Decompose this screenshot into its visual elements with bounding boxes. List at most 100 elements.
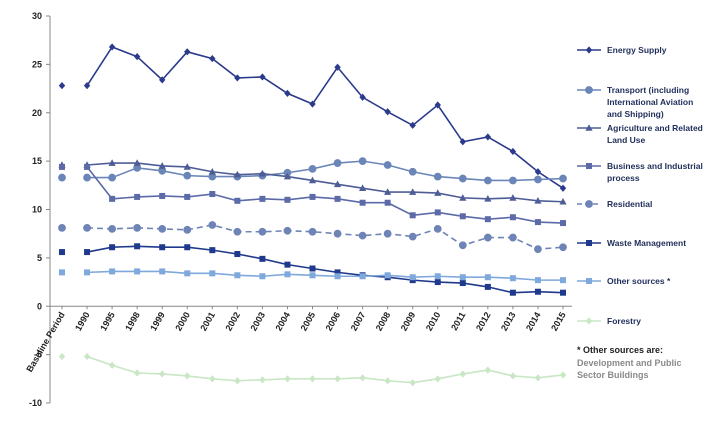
data-point-agriculture-and-related-land-use [283, 172, 292, 180]
data-point-residential [534, 245, 542, 254]
data-point-waste-management [84, 249, 91, 256]
legend-marker-transport-including-international-aviation-and-shipping [585, 86, 593, 94]
series-line-agriculture-and-related-land-use [86, 162, 564, 203]
x-tick-label: 1999 [148, 310, 167, 332]
data-point-business-and-industrial-process [84, 163, 91, 170]
series-line-other-sources [87, 270, 563, 281]
series-forestry [58, 352, 567, 387]
data-point-waste-management [459, 280, 466, 287]
data-point-energy-supply [359, 93, 366, 101]
series-waste-management [59, 243, 566, 296]
legend-label-transport-including-international-aviation-and-shipping: Transport (including International Aviat… [607, 85, 694, 119]
x-tick-label: 2013 [499, 310, 518, 332]
data-point-forestry [83, 352, 91, 361]
data-point-business-and-industrial-process [359, 199, 366, 206]
data-point-agriculture-and-related-land-use [233, 170, 241, 178]
data-point-waste-management [309, 265, 316, 272]
data-point-business-and-industrial-process [560, 220, 566, 227]
x-tick-label: 1995 [98, 310, 117, 332]
note-body: Development and Public Sector Buildings [577, 358, 682, 380]
data-point-agriculture-and-related-land-use [484, 195, 492, 202]
data-point-agriculture-and-related-land-use [384, 188, 392, 195]
x-tick-label: 2014 [524, 310, 543, 332]
data-point-forestry [334, 375, 341, 383]
data-point-business-and-industrial-process [534, 219, 541, 226]
data-point-forestry [434, 375, 441, 383]
data-point-business-and-industrial-process [334, 195, 341, 202]
x-tick-label: 2011 [449, 310, 467, 332]
data-point-other-sources [309, 272, 316, 279]
series-line-forestry [86, 355, 564, 384]
x-tick-label: 2008 [374, 310, 393, 332]
legend-label-energy-supply: Energy Supply [607, 45, 667, 55]
data-point-other-sources [560, 277, 566, 284]
data-point-other-sources [484, 274, 491, 281]
data-point-energy-supply [334, 63, 341, 71]
data-point-residential [58, 223, 66, 232]
data-point-agriculture-and-related-land-use [434, 189, 442, 196]
data-point-forestry [159, 370, 166, 378]
series-line-residential [87, 224, 564, 250]
data-point-business-and-industrial-process [434, 209, 441, 216]
data-point-residential [208, 221, 217, 229]
data-point-energy-supply [459, 138, 466, 146]
data-point-waste-management [184, 244, 191, 251]
y-tick-label: 5 [37, 253, 42, 263]
y-tick-label: 20 [32, 108, 42, 118]
x-tick-label: 1990 [73, 310, 92, 332]
legend-marker-waste-management [586, 240, 592, 246]
legend-label-waste-management: Waste Management [607, 238, 687, 248]
data-point-transport-including-international-aviation-and-shipping [483, 176, 492, 185]
data-point-transport-including-international-aviation-and-shipping [509, 176, 517, 185]
data-point-waste-management [534, 288, 541, 295]
series-transport-including-international-aviation-and-shipping [58, 157, 567, 185]
data-point-other-sources [209, 270, 216, 277]
data-point-transport-including-international-aviation-and-shipping [308, 164, 317, 173]
data-point-energy-supply [409, 121, 416, 129]
data-point-waste-management [159, 244, 166, 251]
data-point-residential [258, 227, 267, 236]
data-point-residential [108, 224, 116, 233]
series-line-transport-including-international-aviation-and-shipping [87, 160, 564, 182]
data-point-forestry [509, 372, 517, 380]
data-point-waste-management [434, 279, 441, 286]
data-point-energy-supply [159, 76, 166, 84]
data-point-residential [458, 241, 467, 250]
data-point-other-sources [359, 273, 366, 280]
data-point-transport-including-international-aviation-and-shipping [408, 167, 417, 176]
data-point-energy-supply [484, 133, 492, 141]
data-point-transport-including-international-aviation-and-shipping [383, 161, 392, 169]
legend-marker-energy-supply [585, 46, 593, 54]
data-point-energy-supply [184, 48, 191, 56]
data-point-agriculture-and-related-land-use [183, 163, 191, 170]
data-point-transport-including-international-aviation-and-shipping [433, 172, 442, 181]
data-point-residential [308, 227, 317, 236]
series-other-sources [59, 268, 566, 284]
data-point-waste-management [134, 243, 141, 250]
data-point-other-sources [234, 272, 241, 279]
data-point-waste-management [484, 283, 491, 290]
data-point-residential [358, 231, 367, 240]
y-tick-label: -5 [34, 350, 42, 360]
data-point-other-sources [84, 269, 91, 276]
legend-marker-other-sources [586, 278, 592, 284]
data-point-forestry [409, 379, 416, 387]
data-point-other-sources [409, 274, 416, 281]
legend-marker-agriculture-and-related-land-use [585, 124, 593, 131]
data-point-forestry [259, 376, 266, 384]
data-point-waste-management [334, 269, 341, 276]
data-point-forestry [534, 374, 542, 382]
data-point-energy-supply [83, 82, 91, 90]
data-point-transport-including-international-aviation-and-shipping [183, 171, 192, 180]
x-tick-label: 2010 [424, 310, 443, 332]
data-point-residential [559, 243, 567, 252]
legend-label-other-sources: Other sources * [607, 276, 671, 286]
legend-lines [577, 46, 601, 325]
series-line-business-and-industrial-process [86, 166, 564, 224]
data-point-transport-including-international-aviation-and-shipping [108, 173, 116, 182]
data-point-business-and-industrial-process [209, 191, 216, 198]
data-point-agriculture-and-related-land-use [359, 184, 367, 192]
data-point-other-sources [434, 273, 441, 280]
data-point-agriculture-and-related-land-use [509, 194, 517, 201]
data-point-energy-supply [534, 168, 542, 176]
